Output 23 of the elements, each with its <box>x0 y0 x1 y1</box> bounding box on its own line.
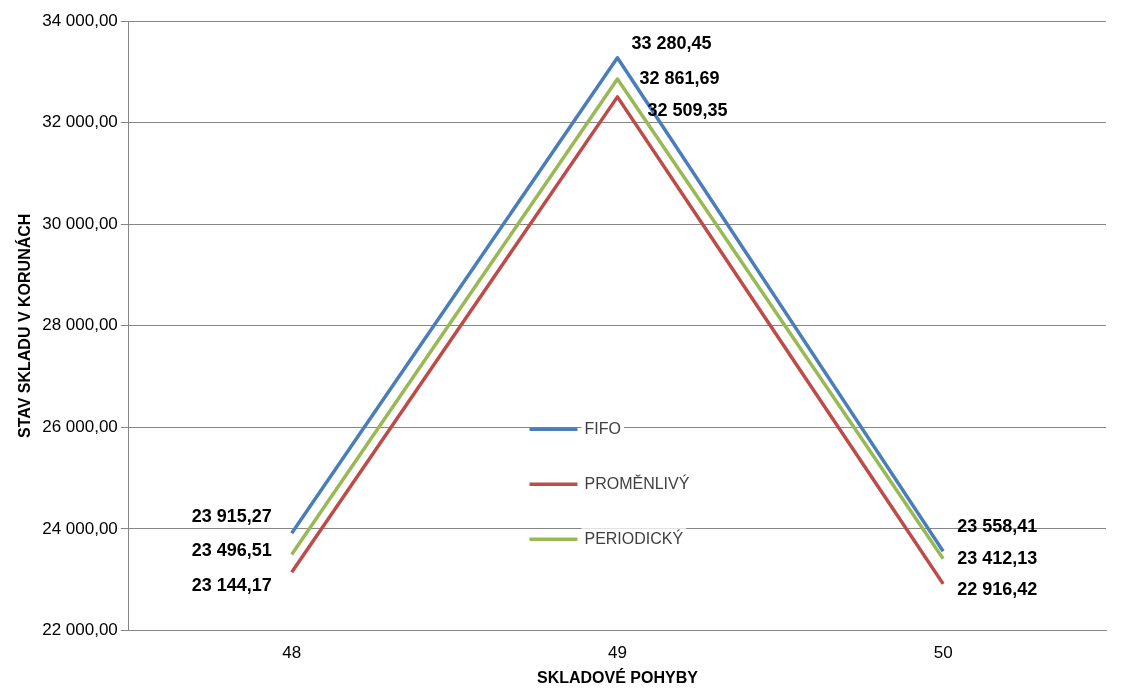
y-tick-label: 28 000,00 <box>42 315 118 335</box>
y-tick-label: 32 000,00 <box>42 112 118 132</box>
legend-label: PROMĚNLIVÝ <box>584 473 690 492</box>
data-label: 23 496,51 <box>191 540 272 561</box>
data-label: 23 412,13 <box>957 547 1038 568</box>
data-label: 23 915,27 <box>191 506 272 527</box>
x-tick-label: 48 <box>282 643 302 663</box>
data-label: 22 916,42 <box>957 578 1038 599</box>
x-axis-title: SKLADOVÉ POHYBY <box>536 667 699 686</box>
data-label: 32 861,69 <box>639 67 720 88</box>
y-tick-label: 24 000,00 <box>42 518 118 538</box>
x-tick-label: 49 <box>607 643 627 663</box>
y-tick-label: 34 000,00 <box>42 10 118 30</box>
y-tick-label: 22 000,00 <box>42 620 118 640</box>
data-label: 23 144,17 <box>191 575 272 596</box>
y-axis-title: STAV SKLADU V KORUNÁCH <box>15 213 34 438</box>
legend-label: PERIODICKÝ <box>584 528 684 547</box>
x-tick-label: 50 <box>933 643 953 663</box>
data-label: 23 558,41 <box>957 516 1038 537</box>
y-tick-label: 26 000,00 <box>42 417 118 437</box>
legend-label: FIFO <box>584 419 621 437</box>
y-tick-label: 30 000,00 <box>42 213 118 233</box>
data-label: 33 280,45 <box>631 32 712 53</box>
